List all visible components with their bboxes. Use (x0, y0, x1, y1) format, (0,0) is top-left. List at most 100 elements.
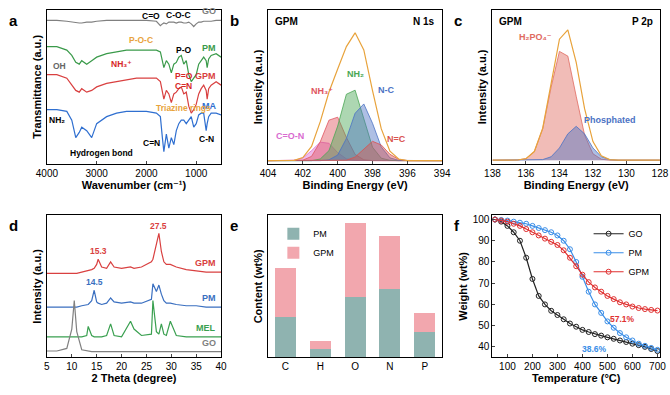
svg-text:136: 136 (518, 168, 535, 179)
svg-text:402: 402 (294, 168, 311, 179)
svg-text:NH₃⁺: NH₃⁺ (311, 86, 333, 96)
svg-text:10: 10 (66, 361, 78, 372)
svg-text:P: P (421, 361, 428, 372)
svg-text:500: 500 (599, 361, 616, 372)
svg-text:398: 398 (364, 168, 381, 179)
svg-text:MEL: MEL (196, 323, 216, 333)
svg-text:N: N (386, 361, 393, 372)
svg-text:GO: GO (629, 229, 643, 239)
svg-text:GPM: GPM (275, 16, 298, 27)
svg-text:40: 40 (478, 341, 490, 352)
svg-text:130: 130 (618, 168, 635, 179)
svg-text:90: 90 (478, 235, 490, 246)
svg-text:Transmittance (a.u.): Transmittance (a.u.) (31, 35, 43, 139)
svg-text:132: 132 (585, 168, 602, 179)
svg-text:Hydrogen bond: Hydrogen bond (70, 148, 133, 158)
svg-text:30: 30 (166, 361, 178, 372)
svg-text:c: c (454, 12, 462, 29)
svg-text:4000: 4000 (36, 168, 59, 179)
svg-text:H: H (317, 361, 324, 372)
svg-text:C: C (282, 361, 289, 372)
svg-text:Intensity (a.u.): Intensity (a.u.) (252, 49, 264, 124)
svg-text:C=O-N: C=O-N (276, 131, 304, 141)
svg-text:P 2p: P 2p (632, 16, 653, 27)
svg-text:N-C: N-C (378, 85, 394, 95)
svg-text:27.5: 27.5 (150, 221, 167, 231)
svg-text:GPM: GPM (195, 258, 216, 268)
svg-text:C-O-C: C-O-C (166, 10, 191, 20)
svg-text:700: 700 (649, 361, 666, 372)
svg-text:128: 128 (652, 168, 669, 179)
svg-text:PM: PM (629, 248, 643, 258)
svg-text:80: 80 (478, 256, 490, 267)
svg-text:2 Theta (degree): 2 Theta (degree) (92, 372, 177, 384)
svg-text:NH₂: NH₂ (347, 69, 364, 79)
svg-text:14.5: 14.5 (86, 277, 103, 287)
svg-text:Binding Energy (eV): Binding Energy (eV) (524, 179, 629, 191)
svg-text:38.6%: 38.6% (582, 344, 607, 354)
svg-text:Intensity (a.u.): Intensity (a.u.) (31, 249, 43, 324)
svg-text:b: b (230, 12, 239, 29)
svg-text:PM: PM (202, 43, 216, 53)
svg-text:PM: PM (313, 229, 327, 239)
svg-text:P-O-C: P-O-C (129, 35, 153, 45)
svg-text:100: 100 (499, 361, 516, 372)
svg-text:200: 200 (524, 361, 541, 372)
svg-text:70: 70 (478, 278, 490, 289)
svg-text:3000: 3000 (86, 168, 109, 179)
svg-text:396: 396 (399, 168, 416, 179)
svg-text:NH₂: NH₂ (49, 115, 65, 125)
svg-text:300: 300 (549, 361, 566, 372)
svg-text:400: 400 (574, 361, 591, 372)
svg-text:Phosphated: Phosphated (584, 115, 636, 125)
svg-text:400: 400 (329, 168, 346, 179)
svg-text:C=O: C=O (142, 11, 160, 21)
svg-text:f: f (454, 217, 460, 234)
svg-text:Weight (wt%): Weight (wt%) (457, 252, 469, 321)
svg-text:GO: GO (202, 338, 216, 348)
svg-text:50: 50 (478, 320, 490, 331)
svg-text:N=C: N=C (387, 134, 406, 144)
svg-text:600: 600 (624, 361, 641, 372)
svg-text:MA: MA (202, 101, 216, 111)
svg-text:O: O (351, 361, 359, 372)
svg-text:2000: 2000 (135, 168, 158, 179)
svg-text:404: 404 (260, 168, 277, 179)
svg-text:Binding Energy (eV): Binding Energy (eV) (303, 179, 408, 191)
svg-text:138: 138 (484, 168, 501, 179)
svg-text:Wavenumber (cm⁻¹): Wavenumber (cm⁻¹) (82, 179, 187, 191)
svg-text:P=O: P=O (175, 71, 193, 81)
svg-text:134: 134 (551, 168, 568, 179)
svg-text:GPM: GPM (313, 248, 334, 258)
svg-text:57.1%: 57.1% (610, 314, 635, 324)
svg-text:40: 40 (216, 361, 228, 372)
svg-text:Content (wt%): Content (wt%) (252, 249, 264, 323)
svg-text:P-O: P-O (176, 45, 192, 55)
svg-text:H₂PO₄⁻: H₂PO₄⁻ (519, 32, 552, 42)
svg-text:d: d (9, 217, 18, 234)
svg-text:60: 60 (478, 299, 490, 310)
svg-text:100: 100 (473, 214, 490, 225)
svg-text:15: 15 (91, 361, 103, 372)
svg-text:25: 25 (141, 361, 153, 372)
svg-text:a: a (9, 12, 18, 29)
svg-text:C=N: C=N (175, 81, 192, 91)
svg-text:Intensity (a.u.): Intensity (a.u.) (476, 49, 488, 124)
svg-text:OH: OH (53, 61, 66, 71)
svg-text:15.3: 15.3 (90, 246, 107, 256)
svg-text:5: 5 (44, 361, 50, 372)
svg-text:20: 20 (116, 361, 128, 372)
svg-text:GO: GO (202, 6, 216, 16)
svg-text:C-N: C-N (199, 134, 214, 144)
svg-text:Temperature (°C): Temperature (°C) (532, 372, 621, 384)
svg-text:e: e (230, 217, 238, 234)
svg-text:PM: PM (202, 293, 216, 303)
svg-text:394: 394 (434, 168, 451, 179)
svg-text:GPM: GPM (195, 71, 216, 81)
svg-text:NH₃⁺: NH₃⁺ (111, 59, 132, 69)
svg-text:N 1s: N 1s (413, 16, 435, 27)
svg-text:C=N: C=N (143, 138, 160, 148)
svg-text:1000: 1000 (185, 168, 208, 179)
svg-text:Triazine rings: Triazine rings (156, 103, 211, 113)
svg-text:GPM: GPM (629, 267, 650, 277)
